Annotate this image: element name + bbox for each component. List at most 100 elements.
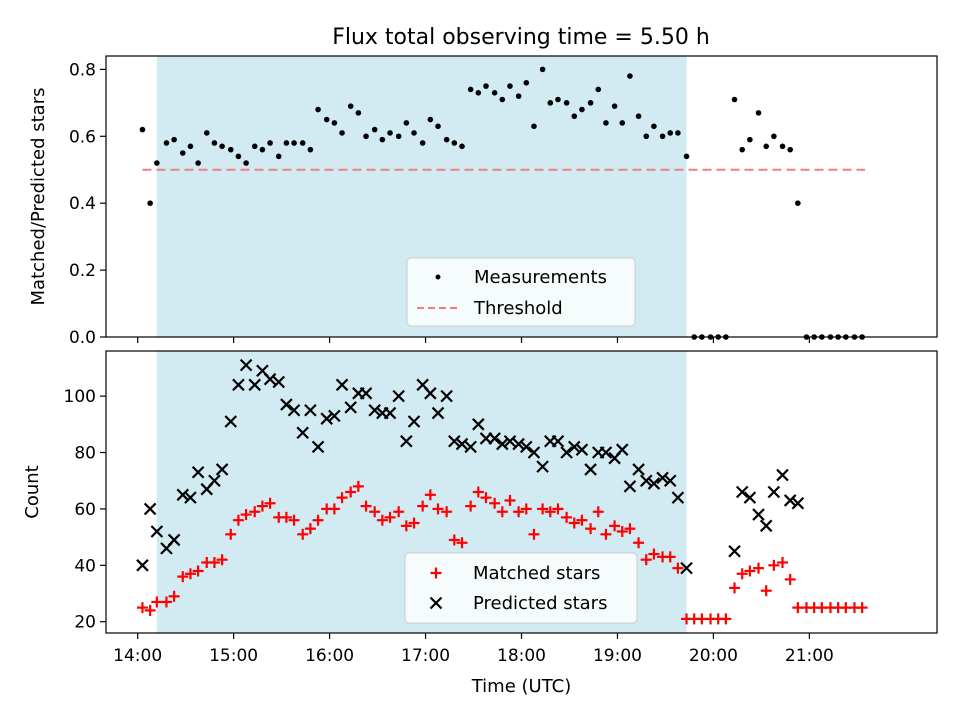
predicted-star-marker-b: [280, 398, 293, 411]
predicted-star-marker: [656, 471, 669, 485]
legend-predicted-label: Predicted stars: [473, 593, 607, 614]
matched-star-marker: [648, 548, 660, 560]
measurement-point: [387, 130, 393, 136]
predicted-star-marker: [735, 485, 749, 499]
measurement-point: [483, 83, 489, 89]
matched-star-marker: [592, 506, 604, 518]
matched-star-marker: [480, 492, 492, 504]
predicted-star-marker: [615, 443, 629, 456]
chart-title: Flux total observing time = 5.50 h: [332, 25, 710, 50]
measurement-point: [571, 113, 578, 120]
matched-star-marker: [456, 537, 468, 549]
matched-star-marker: [753, 562, 765, 574]
measurement-point: [587, 100, 594, 106]
measurement-point: [635, 113, 642, 120]
measurement-points: [139, 66, 865, 340]
predicted-star-marker: [280, 398, 293, 411]
bottom-x-tick-label: 17:00: [401, 646, 450, 666]
matched-star-marker: [304, 523, 316, 535]
measurement-point: [555, 96, 561, 103]
matched-star-marker: [393, 506, 405, 518]
predicted-star-marker-b: [287, 403, 301, 417]
top-y-tick-label: 0.8: [69, 60, 96, 80]
predicted-star-marker-b: [615, 443, 629, 456]
measurement-point: [739, 146, 746, 153]
matched-star-marker: [264, 497, 276, 509]
predicted-star-marker: [776, 468, 789, 482]
predicted-star-marker-b: [472, 418, 485, 431]
matched-star-marker: [288, 514, 300, 526]
bottom-y-tick-label: 60: [74, 500, 96, 520]
matched-star-marker: [537, 503, 549, 515]
predicted-star-marker: [383, 406, 397, 420]
predicted-star-marker-b: [728, 544, 741, 558]
predicted-star-marker-b: [560, 446, 573, 459]
predicted-star-marker: [248, 378, 262, 392]
predicted-star-marker-b: [150, 525, 164, 538]
predicted-star-marker-b: [575, 443, 589, 456]
matched-star-marker: [777, 557, 789, 568]
predicted-star-marker: [287, 403, 301, 417]
predicted-star-marker-b: [680, 561, 693, 575]
matched-star-marker: [151, 596, 163, 608]
predicted-star-marker: [304, 403, 317, 417]
predicted-star-marker: [783, 494, 797, 507]
measurement-point: [363, 133, 369, 140]
matched-star-marker: [465, 500, 477, 512]
measurement-point: [267, 140, 273, 146]
measurement-point: [331, 120, 338, 126]
measurement-point: [195, 160, 201, 166]
matched-star-marker: [729, 582, 741, 594]
matched-star-marker: [664, 551, 676, 563]
predicted-star-marker-b: [488, 432, 501, 445]
measurement-point: [451, 140, 458, 146]
predicted-star-marker-b: [335, 378, 349, 392]
x-axis-label: Time (UTC): [471, 676, 572, 697]
predicted-star-marker-b: [599, 446, 613, 459]
top-legend-box: [406, 257, 636, 327]
matched-star-marker: [441, 506, 453, 518]
predicted-star-marker-b: [759, 519, 773, 533]
predicted-star-marker: [512, 437, 525, 451]
predicted-star-marker-b: [136, 559, 149, 572]
measurement-point: [251, 143, 258, 150]
measurement-point: [307, 146, 314, 153]
matched-star-marker: [280, 511, 292, 523]
predicted-star-marker-b: [143, 502, 157, 516]
measurement-point: [411, 130, 417, 136]
measurement-point: [475, 89, 482, 96]
matched-star-marker: [544, 506, 556, 518]
predicted-star-marker: [368, 403, 381, 417]
predicted-star-marker-b: [464, 440, 477, 454]
predicted-star-marker: [567, 440, 581, 454]
measurement-point: [507, 83, 513, 89]
predicted-star-marker-b: [232, 378, 245, 392]
legend-threshold-label: Threshold: [473, 298, 563, 319]
matched-star-marker: [424, 489, 436, 501]
predicted-star-marker: [407, 415, 421, 428]
matched-star-marker: [568, 517, 580, 529]
predicted-star-marker-b: [623, 480, 637, 493]
measurement-point: [371, 126, 378, 133]
predicted-star-marker: [311, 440, 325, 454]
measurement-point: [459, 143, 465, 150]
matched-star-marker: [552, 503, 564, 515]
top-y-ticks: 0.0 0.2 0.4 0.6 0.8: [69, 60, 106, 348]
predicted-star-marker-b: [215, 463, 229, 476]
matched-star-marker: [177, 571, 189, 583]
predicted-star-marker-b: [359, 387, 373, 400]
predicted-star-marker: [424, 387, 437, 400]
predicted-star-marker: [752, 508, 765, 521]
predicted-star-marker-b: [191, 465, 205, 479]
measurement-point: [235, 153, 242, 160]
matched-star-marker: [520, 503, 532, 515]
predicted-star-marker-b: [272, 375, 286, 389]
matched-star-marker: [400, 520, 412, 532]
predicted-star-marker: [272, 375, 286, 389]
top-y-tick-label: 0.6: [69, 127, 96, 147]
predicted-star-marker-b: [208, 474, 221, 487]
measurement-point: [627, 73, 633, 79]
predicted-star-marker-b: [176, 488, 190, 502]
predicted-star-marker: [599, 446, 613, 459]
measurement-point: [747, 136, 753, 143]
